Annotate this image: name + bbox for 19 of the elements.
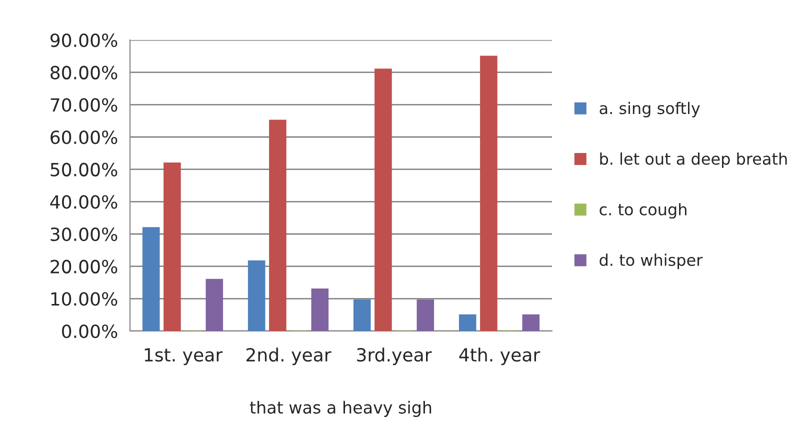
y-tick-label: 60.00% [50, 130, 118, 144]
x-tick-label: 4th. year [459, 348, 540, 366]
y-tick-label: 20.00% [50, 260, 118, 274]
legend-label: d. to whisper [600, 254, 703, 270]
y-tick-label: 10.00% [51, 292, 118, 306]
legend-label: a. sing softly [600, 102, 700, 118]
y-tick-label: 0.00% [62, 324, 118, 338]
y-tick-label: 80.00% [50, 66, 118, 80]
legend-label: c. to cough [600, 203, 686, 219]
x-tick-label: 3rd.year [357, 348, 432, 366]
legend-label: b. let out a deep breath [600, 152, 787, 168]
y-tick-label: 70.00% [50, 98, 118, 112]
x-tick-label: 2nd. year [246, 348, 332, 366]
y-tick-label: 30.00% [50, 227, 118, 242]
x-axis-title: that was a heavy sigh [250, 400, 432, 417]
y-tick-label: 50.00% [50, 162, 118, 176]
y-tick-label: 40.00% [50, 195, 118, 209]
x-tick-label: 1st. year [144, 348, 223, 366]
y-tick-label: 90.00% [50, 33, 118, 48]
